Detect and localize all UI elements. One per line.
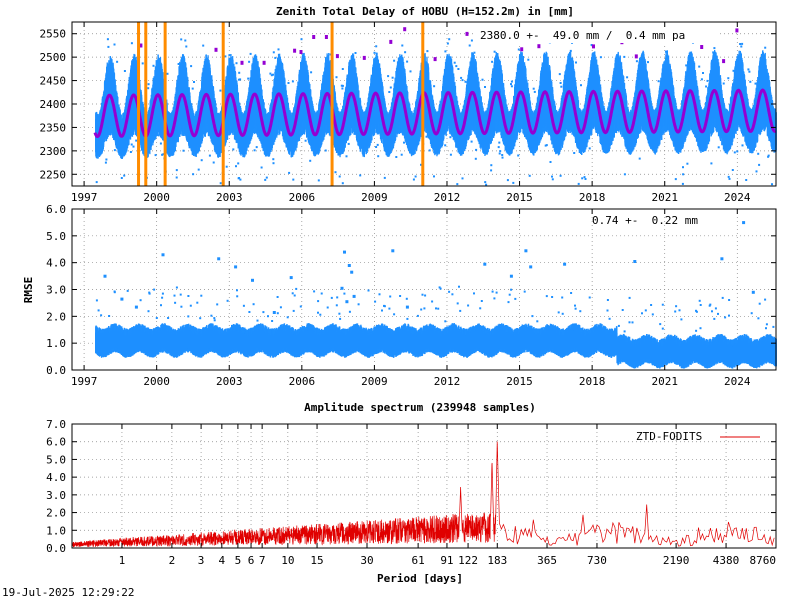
ztd-title: Zenith Total Delay of HOBU (H=152.2m) in…: [276, 5, 574, 18]
